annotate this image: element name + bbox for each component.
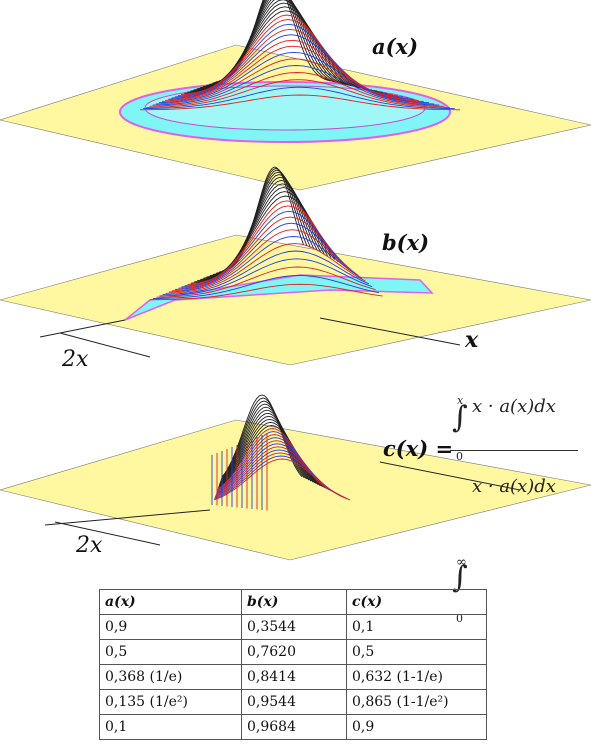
- cell-b: 0,8414: [241, 664, 347, 690]
- dim-line-b1: [59, 332, 151, 358]
- cell-a: 0,368 (1/e): [99, 664, 242, 690]
- table-row: 0,368 (1/e) 0,8414 0,632 (1-1/e): [99, 664, 487, 690]
- cell-c: 0,632 (1-1/e): [346, 664, 487, 690]
- integral-sign: ∫: [452, 560, 468, 595]
- denominator-upper-limit: ∞: [456, 555, 467, 570]
- values-table: a(x) b(x) c(x) 0,9 0,3544 0,1 0,5 0,7620…: [99, 589, 487, 740]
- numerator-lower-limit: 0: [456, 450, 463, 463]
- denominator-integrand: x · a(x)dx: [472, 476, 556, 497]
- table-header-row: a(x) b(x) c(x): [99, 589, 487, 615]
- surface-curve: [222, 166, 305, 272]
- surface-curve: [175, 222, 356, 290]
- surface-curve: [221, 397, 305, 479]
- dim-line-c3: [379, 461, 521, 491]
- cell-a: 0,9: [99, 614, 242, 640]
- surface-curve: [139, 94, 461, 111]
- cell-b: 0,7620: [241, 639, 347, 665]
- surface-curve: [146, 79, 450, 108]
- surface-curve: [153, 274, 380, 299]
- surface-curve: [171, 229, 359, 292]
- table-row: 0,9 0,3544 0,1: [99, 614, 487, 640]
- cell-a: 0,135 (1/e²): [99, 689, 242, 715]
- ring-b: [124, 274, 434, 321]
- cell-b: 0,3544: [241, 614, 347, 640]
- table-row: 0,1 0,9684 0,9: [99, 714, 487, 740]
- header-c: c(x): [346, 589, 487, 615]
- gaussian-surfaces-illustration: [0, 0, 591, 561]
- surface-curve: [152, 65, 440, 106]
- surface-curve: [181, 210, 349, 288]
- cell-c: 0,865 (1-1/e²): [346, 689, 487, 715]
- surface-a: [139, 0, 461, 111]
- numerator-integrand: x · a(x)dx: [472, 396, 556, 417]
- header-b: b(x): [241, 589, 347, 615]
- plane-b: [0, 234, 591, 366]
- surface-b: [149, 166, 383, 301]
- surface-curve: [149, 283, 383, 301]
- surface-curve: [165, 243, 366, 294]
- label-width-c: 2x: [76, 533, 103, 558]
- dim-line-b3: [319, 317, 461, 346]
- surface-curve: [143, 86, 455, 110]
- dim-line-c1: [54, 521, 161, 546]
- surface-curve: [159, 258, 373, 297]
- surface-curve: [178, 216, 352, 289]
- cell-c: 0,5: [346, 639, 487, 665]
- cell-c: 0,9: [346, 714, 487, 740]
- surface-curve: [168, 236, 363, 293]
- integral-sign: ∫: [452, 400, 468, 435]
- surface-curve: [158, 51, 430, 104]
- c-formula-fraction: ∫ x 0 x · a(x)dx ∫ ∞ 0 x · a(x)dx: [450, 370, 585, 625]
- surface-curve: [156, 266, 376, 298]
- dim-line-c2: [44, 509, 211, 526]
- surface-c: [211, 394, 351, 511]
- surface-curve: [149, 72, 445, 107]
- header-a: a(x): [99, 589, 242, 615]
- plane-c: [0, 419, 591, 561]
- panel-a: [0, 0, 591, 191]
- label-b: b(x): [382, 230, 430, 255]
- cell-a: 0,5: [99, 639, 242, 665]
- surface-curve: [219, 415, 319, 485]
- label-a: a(x): [372, 34, 418, 59]
- surface-curve: [155, 58, 435, 105]
- label-width-b: 2x: [62, 347, 89, 372]
- surface-curve: [162, 45, 424, 102]
- table-row: 0,5 0,7620 0,5: [99, 639, 487, 665]
- dim-line-b2: [39, 319, 126, 338]
- panel-c: [0, 394, 591, 561]
- surface-curve: [184, 205, 346, 287]
- label-c-equation: c(x) =: [383, 436, 454, 461]
- cell-b: 0,9684: [241, 714, 347, 740]
- cell-c: 0,1: [346, 614, 487, 640]
- cell-b: 0,9544: [241, 689, 347, 715]
- table-row: 0,135 (1/e²) 0,9544 0,865 (1-1/e²): [99, 689, 487, 715]
- surface-curve: [162, 250, 369, 296]
- fraction-bar: [450, 450, 578, 451]
- numerator-upper-limit: x: [457, 394, 464, 407]
- cell-a: 0,1: [99, 714, 242, 740]
- surface-curve: [220, 400, 307, 480]
- label-x-axis: x: [465, 327, 479, 353]
- panel-b: [0, 166, 591, 366]
